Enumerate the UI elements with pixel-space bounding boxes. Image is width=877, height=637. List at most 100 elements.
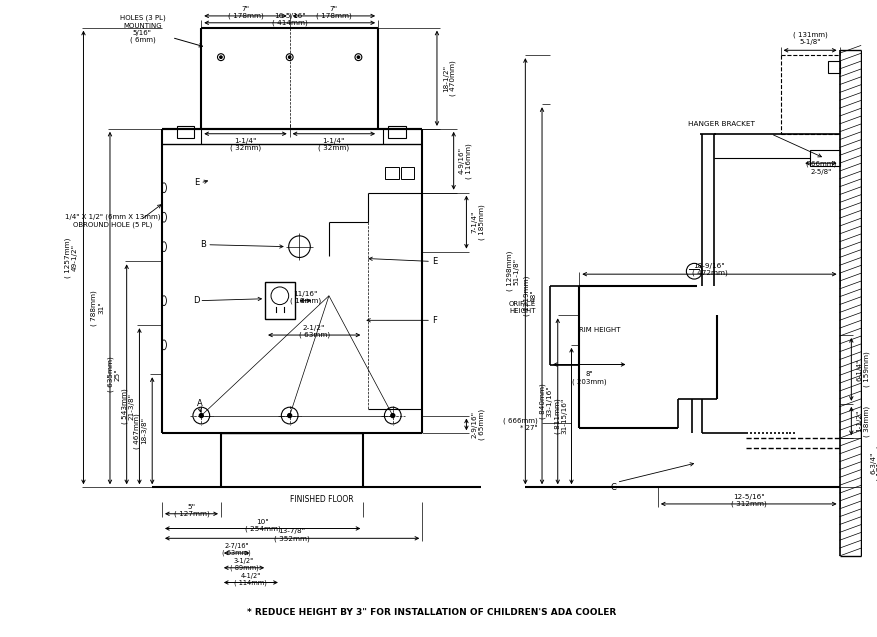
Text: FINISHED FLOOR: FINISHED FLOOR [289, 494, 353, 503]
Bar [400, 167, 414, 179]
Text: 5/16": 5/16" [132, 29, 152, 36]
Text: 1-1/2": 1-1/2" [855, 410, 861, 433]
Text: RIM HEIGHT: RIM HEIGHT [579, 327, 620, 333]
Text: ( 1298mm): ( 1298mm) [505, 251, 512, 291]
Circle shape [288, 413, 291, 417]
Text: 25": 25" [115, 368, 121, 381]
Text: ( 254mm): ( 254mm) [245, 526, 281, 532]
Text: ( 159mm): ( 159mm) [862, 352, 868, 387]
Bar [388, 126, 405, 138]
Text: 4-1/2": 4-1/2" [240, 573, 260, 578]
Text: ( 178mm): ( 178mm) [227, 13, 263, 19]
Text: ( 114mm): ( 114mm) [234, 579, 267, 586]
Text: ( 414mm): ( 414mm) [272, 20, 307, 26]
Text: 1-1/4": 1-1/4" [234, 138, 256, 143]
Text: 1/4" X 1/2" (6mm X 13mm): 1/4" X 1/2" (6mm X 13mm) [65, 214, 160, 220]
Text: ( 352mm): ( 352mm) [274, 535, 310, 541]
Text: 51-1/8": 51-1/8" [513, 257, 519, 285]
Text: * 27": * 27" [520, 426, 538, 431]
Text: ( 1219mm): ( 1219mm) [524, 276, 530, 316]
Circle shape [219, 56, 222, 59]
Text: 12-5/16": 12-5/16" [732, 494, 764, 500]
Text: ( 131mm): ( 131mm) [792, 31, 826, 38]
Text: ( 63mm): ( 63mm) [298, 332, 330, 338]
Circle shape [289, 56, 290, 59]
Text: 10": 10" [256, 519, 268, 525]
Text: F: F [431, 316, 437, 325]
Text: 7": 7" [241, 6, 249, 12]
Text: ( 543mm): ( 543mm) [121, 389, 127, 424]
Text: ( 32mm): ( 32mm) [230, 144, 260, 151]
Bar [827, 61, 838, 73]
Text: ( 89mm): ( 89mm) [230, 564, 258, 571]
Circle shape [390, 413, 395, 417]
Circle shape [357, 56, 360, 59]
Text: ( 185mm): ( 185mm) [478, 204, 484, 240]
Text: ( 116mm): ( 116mm) [465, 143, 472, 178]
Text: HANGER BRACKET: HANGER BRACKET [688, 121, 754, 127]
Text: ( 811mm): ( 811mm) [553, 398, 560, 434]
Bar [176, 126, 194, 138]
Text: 18-1/2": 18-1/2" [442, 65, 448, 92]
Text: HEIGHT: HEIGHT [509, 308, 536, 315]
Text: ( 66mm): ( 66mm) [805, 161, 835, 168]
Text: * REDUCE HEIGHT BY 3" FOR INSTALLATION OF CHILDREN'S ADA COOLER: * REDUCE HEIGHT BY 3" FOR INSTALLATION O… [247, 608, 616, 617]
Circle shape [199, 413, 203, 417]
Text: E: E [194, 178, 199, 187]
Text: ( 32mm): ( 32mm) [318, 144, 349, 151]
Text: OBROUND HOLE (5 PL): OBROUND HOLE (5 PL) [73, 222, 153, 228]
Text: B: B [200, 240, 206, 249]
Text: ( 312mm): ( 312mm) [730, 501, 766, 507]
Text: ( 18mm): ( 18mm) [289, 297, 321, 304]
Text: ( 65mm): ( 65mm) [478, 409, 484, 440]
Text: ( 178mm): ( 178mm) [316, 13, 352, 19]
Text: 31-15/16": 31-15/16" [561, 398, 567, 434]
Text: 4-9/16": 4-9/16" [458, 147, 464, 175]
Text: ( 635mm): ( 635mm) [107, 357, 114, 392]
Text: 7-1/4": 7-1/4" [471, 211, 477, 233]
FancyBboxPatch shape [265, 282, 295, 319]
Text: ( 171mm): ( 171mm) [876, 445, 877, 480]
Text: 7": 7" [330, 6, 338, 12]
Text: 2-9/16": 2-9/16" [471, 411, 477, 438]
Text: 31": 31" [98, 302, 104, 315]
Text: ( 63mm): ( 63mm) [222, 550, 251, 556]
Text: ( 203mm): ( 203mm) [571, 379, 606, 385]
Text: ( 127mm): ( 127mm) [174, 510, 209, 517]
Text: 13-7/8": 13-7/8" [278, 529, 305, 534]
Text: ( 38mm): ( 38mm) [862, 405, 868, 436]
Text: 48": 48" [531, 289, 537, 302]
Text: ( 470mm): ( 470mm) [449, 61, 456, 96]
Text: 2-5/8": 2-5/8" [809, 169, 831, 175]
Text: 6-3/4": 6-3/4" [869, 452, 875, 474]
Text: 1-1/4": 1-1/4" [322, 138, 345, 143]
Text: ( 788mm): ( 788mm) [90, 290, 97, 326]
Text: 18-9/16": 18-9/16" [693, 263, 724, 269]
Text: ORIFICE: ORIFICE [509, 301, 536, 306]
Text: 2-1/2": 2-1/2" [303, 325, 325, 331]
Text: 5": 5" [187, 504, 196, 510]
Text: 11/16": 11/16" [293, 291, 317, 297]
Text: 5-1/8": 5-1/8" [798, 39, 820, 45]
Text: ( 6mm): ( 6mm) [130, 36, 155, 43]
Text: ( 666mm): ( 666mm) [503, 417, 538, 424]
Text: 3-1/2": 3-1/2" [233, 558, 253, 564]
Text: E: E [431, 257, 437, 266]
Text: 21-3/8": 21-3/8" [128, 392, 134, 420]
Bar [384, 167, 398, 179]
Text: 8": 8" [585, 371, 592, 377]
Text: 2-7/16": 2-7/16" [225, 543, 248, 549]
Text: D: D [193, 296, 199, 305]
Text: 18-3/8": 18-3/8" [141, 417, 147, 445]
Text: 6-1/4": 6-1/4" [855, 358, 861, 381]
Text: ( 1257mm): ( 1257mm) [64, 238, 71, 278]
Text: ( 467mm): ( 467mm) [134, 413, 140, 448]
Text: 49-1/2": 49-1/2" [72, 244, 77, 271]
Text: C: C [610, 483, 616, 492]
Text: ( 840mm): ( 840mm) [538, 383, 545, 419]
Bar [809, 150, 838, 166]
Text: 33-1/16": 33-1/16" [546, 385, 553, 417]
Text: HOLES (3 PL): HOLES (3 PL) [119, 15, 165, 21]
Text: 16-5/16": 16-5/16" [274, 13, 305, 19]
Text: A: A [196, 399, 202, 408]
